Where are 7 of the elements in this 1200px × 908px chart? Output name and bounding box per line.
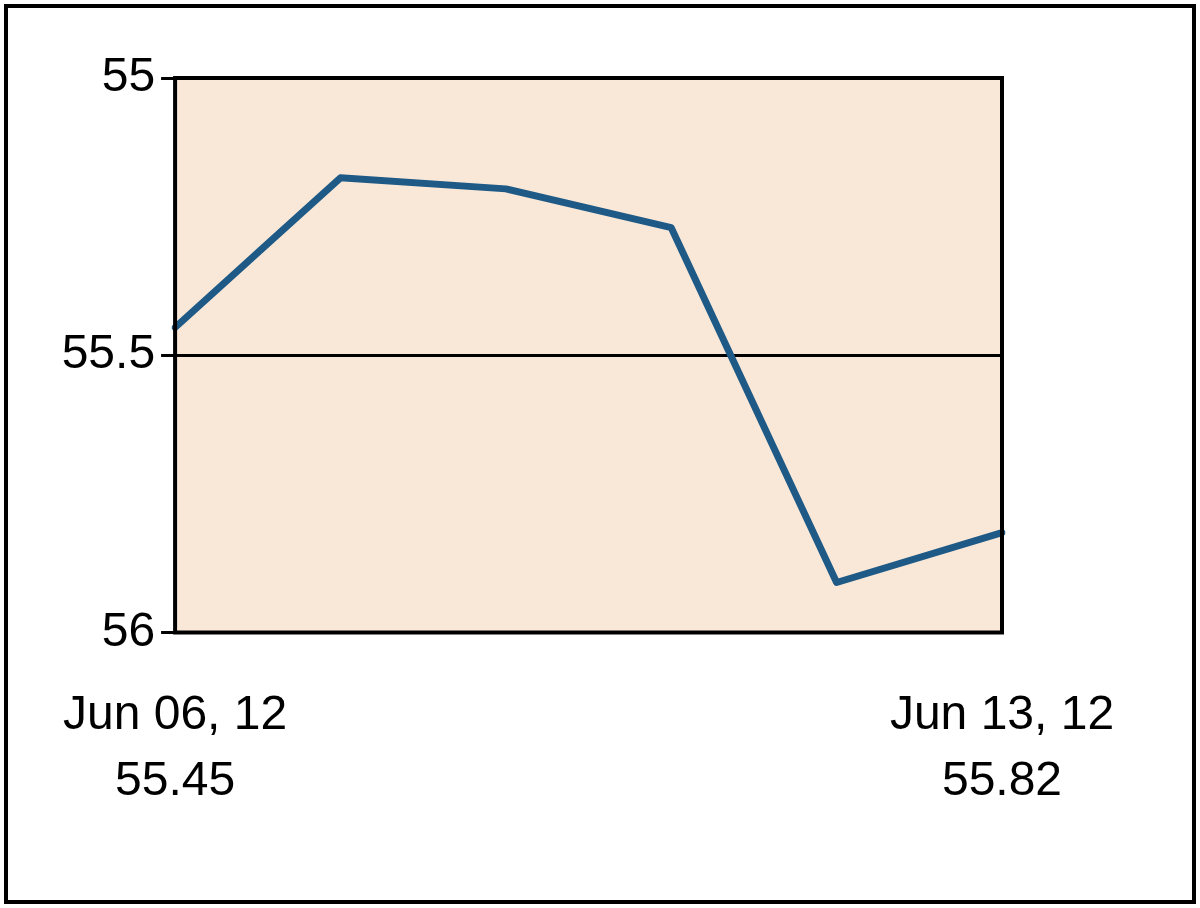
- x-tick-label: Jun 06, 12: [63, 686, 288, 740]
- data-label: 55.45: [115, 751, 236, 805]
- data-label: 55.82: [941, 751, 1063, 805]
- x-tick-label: Jun 13, 12: [889, 686, 1115, 740]
- y-tick-label: 55: [101, 48, 156, 102]
- y-tick-label: 55.5: [61, 325, 156, 379]
- y-tick-label: 56: [101, 602, 156, 656]
